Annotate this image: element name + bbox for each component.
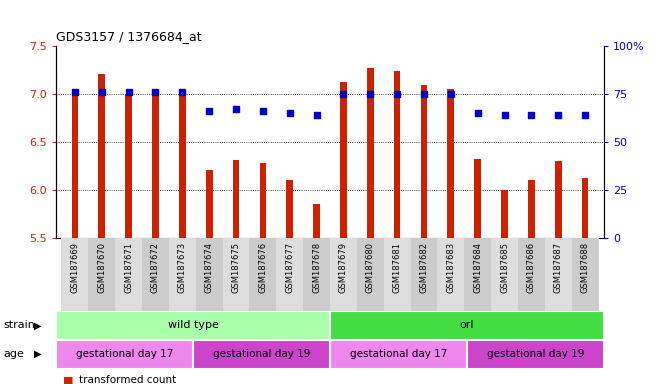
Bar xyxy=(330,340,467,369)
Point xyxy=(418,91,429,97)
Bar xyxy=(233,161,240,238)
Text: gestational day 17: gestational day 17 xyxy=(76,349,174,359)
Text: ▶: ▶ xyxy=(34,349,42,359)
Point xyxy=(69,89,80,95)
Point xyxy=(473,110,483,116)
Bar xyxy=(56,311,330,340)
Text: GDS3157 / 1376684_at: GDS3157 / 1376684_at xyxy=(56,30,202,43)
Bar xyxy=(88,238,116,311)
Bar xyxy=(367,68,374,238)
Bar xyxy=(286,180,293,238)
Bar xyxy=(420,86,427,238)
Bar xyxy=(71,95,79,238)
Point xyxy=(312,112,322,118)
Bar xyxy=(277,238,303,311)
Point xyxy=(231,106,242,113)
Bar xyxy=(475,159,481,238)
Point xyxy=(123,89,134,95)
Point xyxy=(446,91,456,97)
Bar xyxy=(555,161,562,238)
Text: GSM187669: GSM187669 xyxy=(71,242,79,293)
Point xyxy=(204,108,214,114)
Point xyxy=(257,108,268,114)
Text: ▶: ▶ xyxy=(34,320,42,331)
Point xyxy=(580,112,591,118)
Text: wild type: wild type xyxy=(168,320,218,331)
Bar xyxy=(447,89,454,238)
Text: GSM187673: GSM187673 xyxy=(178,242,187,293)
Point xyxy=(338,91,348,97)
Text: age: age xyxy=(3,349,24,359)
Text: GSM187688: GSM187688 xyxy=(581,242,589,293)
Text: GSM187685: GSM187685 xyxy=(500,242,509,293)
Text: GSM187683: GSM187683 xyxy=(446,242,455,293)
Bar xyxy=(438,238,464,311)
Bar xyxy=(152,96,159,238)
Text: GSM187674: GSM187674 xyxy=(205,242,214,293)
Point xyxy=(177,89,187,95)
Text: GSM187675: GSM187675 xyxy=(232,242,240,293)
Text: GSM187670: GSM187670 xyxy=(97,242,106,293)
Bar xyxy=(491,238,518,311)
Bar xyxy=(179,94,185,238)
Text: strain: strain xyxy=(3,320,35,331)
Bar xyxy=(222,238,249,311)
Text: GSM187676: GSM187676 xyxy=(258,242,267,293)
Point xyxy=(96,89,107,95)
Bar xyxy=(501,190,508,238)
Text: transformed count: transformed count xyxy=(79,375,176,384)
Text: gestational day 19: gestational day 19 xyxy=(213,349,310,359)
Bar xyxy=(142,238,169,311)
Bar xyxy=(193,340,330,369)
Bar xyxy=(206,170,213,238)
Bar xyxy=(467,340,604,369)
Point xyxy=(150,89,161,95)
Bar xyxy=(169,238,196,311)
Text: GSM187680: GSM187680 xyxy=(366,242,375,293)
Text: GSM187672: GSM187672 xyxy=(151,242,160,293)
Text: ■: ■ xyxy=(63,375,73,384)
Point xyxy=(392,91,403,97)
Bar xyxy=(518,238,544,311)
Text: gestational day 19: gestational day 19 xyxy=(486,349,584,359)
Bar xyxy=(115,238,142,311)
Text: GSM187686: GSM187686 xyxy=(527,242,536,293)
Text: GSM187677: GSM187677 xyxy=(285,242,294,293)
Text: GSM187679: GSM187679 xyxy=(339,242,348,293)
Bar xyxy=(544,238,572,311)
Text: GSM187684: GSM187684 xyxy=(473,242,482,293)
Bar xyxy=(340,82,347,238)
Bar xyxy=(249,238,277,311)
Bar xyxy=(330,311,604,340)
Point xyxy=(365,91,376,97)
Bar xyxy=(394,71,401,238)
Point xyxy=(553,112,564,118)
Bar xyxy=(528,180,535,238)
Bar xyxy=(125,95,132,238)
Bar xyxy=(383,238,411,311)
Text: GSM187671: GSM187671 xyxy=(124,242,133,293)
Text: GSM187687: GSM187687 xyxy=(554,242,563,293)
Text: GSM187681: GSM187681 xyxy=(393,242,402,293)
Text: GSM187678: GSM187678 xyxy=(312,242,321,293)
Bar xyxy=(56,340,193,369)
Bar xyxy=(314,204,320,238)
Bar xyxy=(303,238,330,311)
Text: GSM187682: GSM187682 xyxy=(420,242,428,293)
Point xyxy=(526,112,537,118)
Bar xyxy=(357,238,383,311)
Bar xyxy=(411,238,438,311)
Point xyxy=(284,110,295,116)
Text: orl: orl xyxy=(460,320,474,331)
Bar xyxy=(572,238,599,311)
Bar xyxy=(61,238,88,311)
Bar xyxy=(581,177,589,238)
Point xyxy=(499,112,510,118)
Text: gestational day 17: gestational day 17 xyxy=(350,349,447,359)
Bar xyxy=(330,238,357,311)
Bar xyxy=(259,163,266,238)
Bar xyxy=(464,238,491,311)
Bar xyxy=(196,238,222,311)
Bar xyxy=(98,74,105,238)
